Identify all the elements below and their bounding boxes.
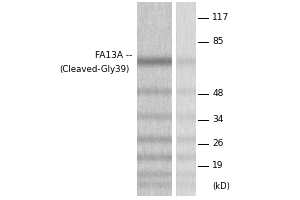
Text: 85: 85 bbox=[212, 38, 224, 46]
Text: (Cleaved-Gly39): (Cleaved-Gly39) bbox=[59, 64, 129, 73]
Text: (kD): (kD) bbox=[212, 182, 230, 190]
Text: FA13A --: FA13A -- bbox=[94, 51, 132, 60]
Text: 48: 48 bbox=[212, 90, 224, 98]
Text: 34: 34 bbox=[212, 116, 224, 124]
Text: 19: 19 bbox=[212, 162, 224, 170]
Text: 117: 117 bbox=[212, 14, 230, 22]
Text: 26: 26 bbox=[212, 140, 224, 148]
